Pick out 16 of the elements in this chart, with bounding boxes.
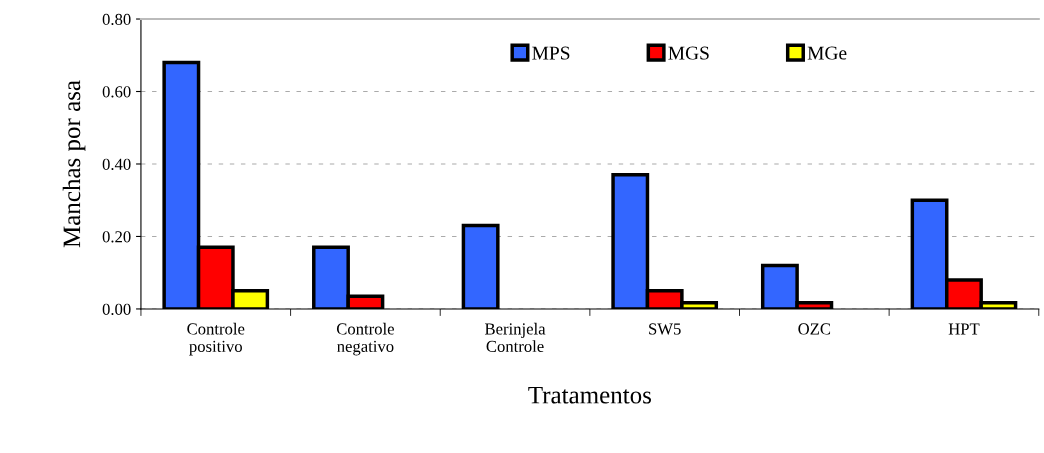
y-tick-label: 0.60 [102, 86, 131, 98]
x-tick-label: Controle negativo [336, 322, 394, 356]
y-tick-label: 0.20 [102, 231, 131, 243]
x-tick-label: Berinjela Controle [484, 322, 546, 352]
x-tick-label: Controle positivo [187, 322, 245, 356]
x-tick-label: OZC [798, 323, 831, 335]
y-tick-label: 0.00 [102, 303, 131, 315]
legend-label: MGS [668, 46, 709, 60]
y-tick-label: 0.40 [102, 158, 131, 171]
x-axis-title: Tratamentos [528, 386, 651, 404]
x-tick-label: HPT [948, 323, 980, 335]
x-tick-label: SW5 [649, 323, 681, 335]
y-tick-label: 0.80 [102, 13, 131, 26]
legend-label: MPS [532, 46, 570, 60]
y-axis-title: Manchas por asa [62, 80, 86, 248]
legend-label: MGe [807, 46, 847, 60]
